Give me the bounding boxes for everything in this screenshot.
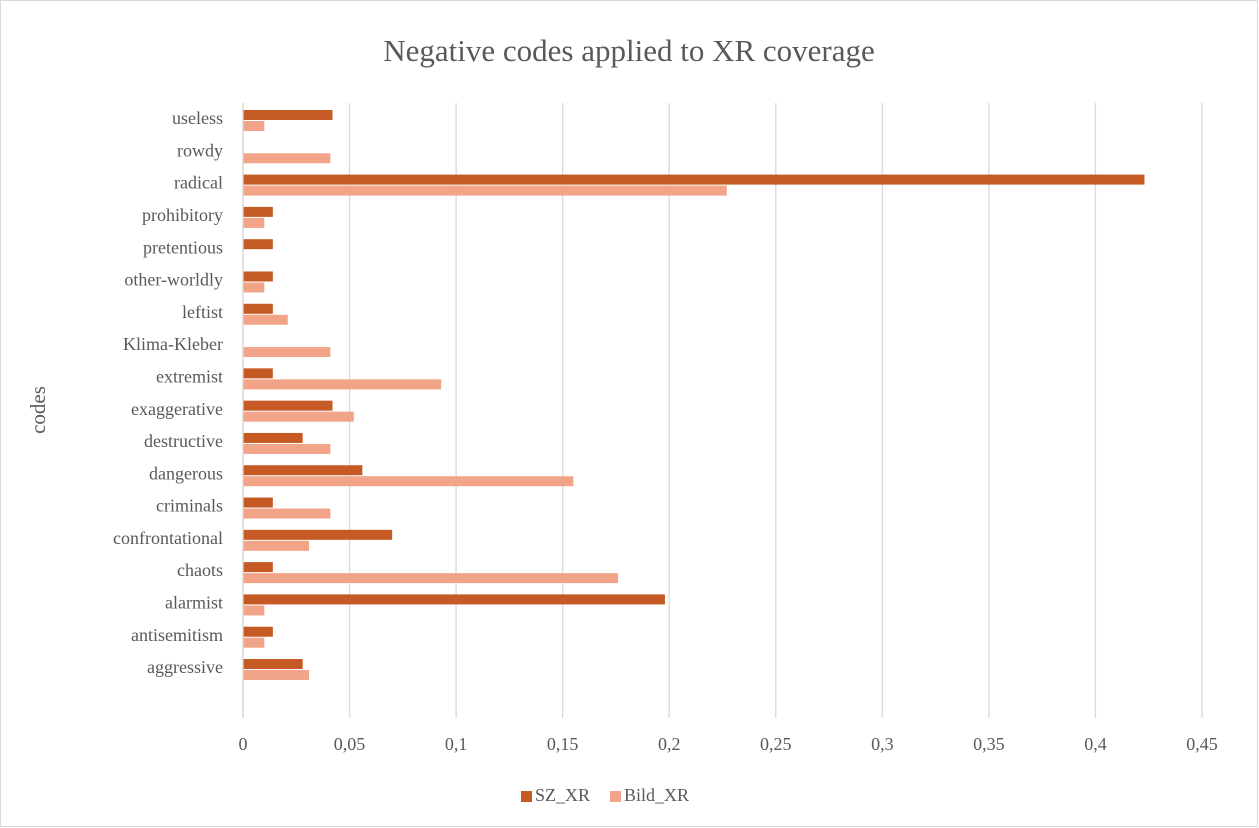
bar [243, 605, 265, 616]
bar [243, 529, 393, 540]
bar [243, 465, 363, 476]
bar [243, 379, 442, 390]
bar [243, 573, 619, 584]
bar [243, 508, 331, 519]
bar [243, 400, 333, 411]
y-tick-label: leftist [182, 302, 223, 322]
y-tick-label: alarmist [165, 593, 223, 613]
bar [243, 314, 288, 325]
bar [243, 476, 574, 487]
y-tick-label: exaggerative [131, 399, 223, 419]
y-tick-label: dangerous [149, 463, 223, 483]
x-tick-label: 0,35 [973, 734, 1005, 754]
chart-title: Negative codes applied to XR coverage [383, 33, 875, 68]
y-tick-label: prohibitory [142, 205, 223, 225]
legend-swatch [521, 791, 532, 802]
bar [243, 368, 273, 379]
bar [243, 153, 331, 164]
x-tick-label: 0,05 [334, 734, 366, 754]
y-tick-label: chaots [177, 560, 223, 580]
bar [243, 594, 665, 605]
bar [243, 659, 303, 669]
legend-label: SZ_XR [535, 785, 590, 805]
y-tick-label: Klima-Kleber [123, 334, 223, 354]
bar [243, 637, 265, 648]
y-tick-label: pretentious [143, 237, 223, 257]
x-tick-label: 0,1 [445, 734, 468, 754]
bar [243, 121, 265, 131]
bar [243, 174, 1145, 185]
x-tick-label: 0,4 [1084, 734, 1107, 754]
x-tick-label: 0,25 [760, 734, 792, 754]
x-tick-label: 0 [239, 734, 248, 754]
y-tick-label: confrontational [113, 528, 223, 548]
x-tick-label: 0,45 [1186, 734, 1218, 754]
y-tick-label: criminals [156, 496, 223, 516]
y-axis-label: codes [26, 386, 50, 434]
bar [243, 411, 354, 422]
bar [243, 110, 333, 120]
legend-swatch [610, 791, 622, 802]
bar [243, 239, 273, 250]
y-tick-label: antisemitism [131, 625, 223, 645]
bar [243, 562, 273, 573]
bar [243, 347, 331, 358]
y-tick-label: radical [174, 173, 223, 193]
bar [243, 443, 331, 454]
bar [243, 432, 303, 443]
bar [243, 540, 310, 551]
y-tick-label: other-worldly [124, 270, 223, 290]
bar [243, 670, 310, 680]
y-tick-label: aggressive [147, 657, 223, 677]
bar [243, 217, 265, 228]
bar [243, 206, 273, 217]
bar [243, 185, 727, 196]
x-tick-label: 0,2 [658, 734, 681, 754]
bar [243, 282, 265, 293]
y-tick-label: extremist [156, 366, 223, 386]
bar [243, 303, 273, 314]
bar [243, 271, 273, 282]
x-tick-label: 0,3 [871, 734, 894, 754]
bar [243, 497, 273, 508]
y-tick-label: useless [172, 108, 223, 128]
legend-label: Bild_XR [624, 785, 689, 805]
x-tick-label: 0,15 [547, 734, 579, 754]
bar [243, 626, 273, 637]
y-tick-label: rowdy [177, 140, 223, 160]
y-tick-label: destructive [144, 431, 223, 451]
